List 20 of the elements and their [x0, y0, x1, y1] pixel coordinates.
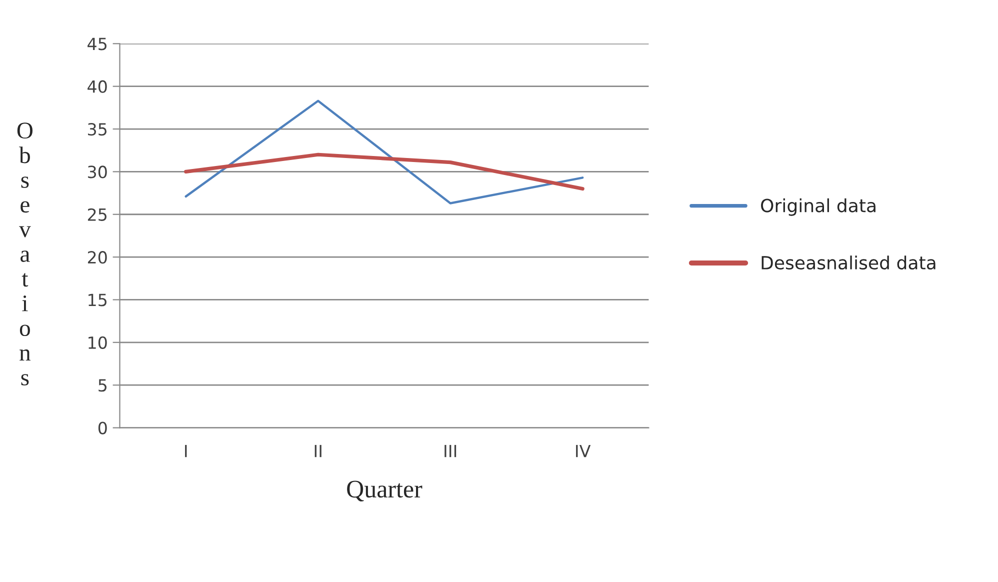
y-tick-label: 15 — [88, 294, 106, 306]
y-tick-label: 35 — [88, 122, 106, 136]
x-axis-title: Quarter — [347, 480, 422, 502]
y-tick-label: 0 — [98, 422, 107, 434]
y-tick-label: 25 — [88, 208, 106, 221]
legend-label: Original data — [761, 198, 876, 216]
y-tick-label: 30 — [88, 166, 107, 178]
y-tick-label: 20 — [88, 251, 107, 264]
line-series — [184, 100, 584, 204]
x-tick-label: IV — [576, 444, 591, 458]
text: Obsevations — [17, 122, 33, 386]
line-series — [184, 152, 584, 191]
legend-label: Deseasnalised data — [762, 256, 936, 270]
y-tick-label: 5 — [98, 379, 106, 392]
y-tick-label: 40 — [88, 80, 107, 93]
x-tick-label: I — [185, 444, 187, 458]
y-tick-label: 10 — [88, 336, 107, 349]
x-tick-label: III — [444, 444, 456, 458]
y-tick-label: 45 — [88, 38, 106, 50]
x-tick-label: II — [314, 444, 322, 458]
